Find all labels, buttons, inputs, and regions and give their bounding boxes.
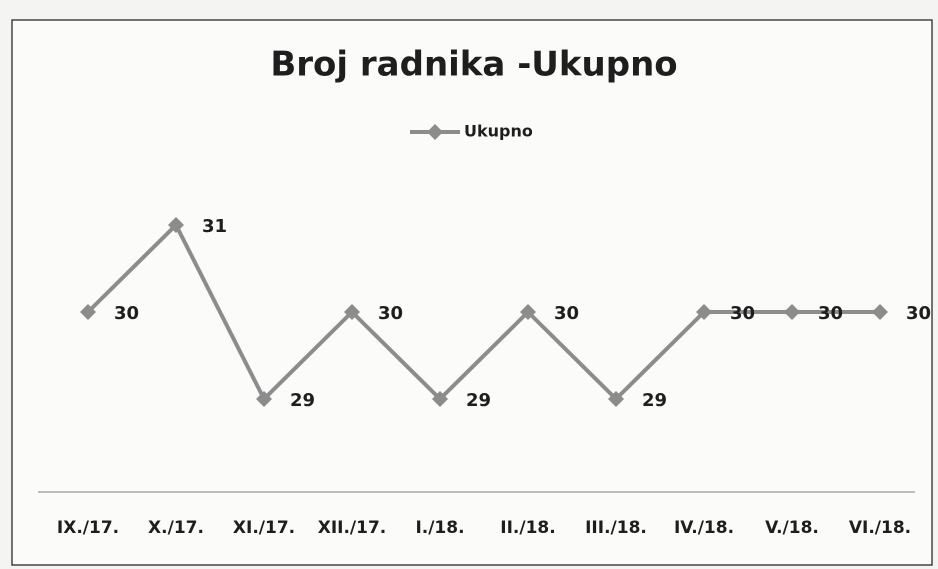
data-label: 29 (642, 390, 667, 411)
x-tick-label: X./17. (148, 518, 204, 538)
data-point (344, 304, 360, 320)
data-label: 30 (818, 303, 843, 324)
legend-marker (427, 124, 443, 140)
x-tick-label: XI./17. (233, 518, 295, 538)
legend-label: Ukupno (464, 122, 533, 141)
chart-frame (11, 19, 933, 566)
data-point (520, 304, 536, 320)
data-line (86, 221, 880, 403)
data-label: 30 (730, 303, 755, 324)
data-label: 29 (466, 390, 491, 411)
x-tick-label: XII./17. (318, 518, 387, 538)
x-tick-label: I./18. (415, 518, 464, 538)
data-label: 29 (290, 390, 315, 411)
data-point (256, 391, 272, 407)
x-tick-label: V./18. (765, 518, 819, 538)
data-label: 31 (202, 216, 227, 237)
data-label: 30 (114, 303, 139, 324)
data-point (872, 304, 888, 320)
x-tick-label: VI./18. (849, 518, 911, 538)
data-label: 30 (378, 303, 403, 324)
data-label: 30 (554, 303, 579, 324)
data-point (80, 304, 96, 320)
data-point (432, 391, 448, 407)
data-point (696, 304, 712, 320)
data-point (608, 391, 624, 407)
data-label: 30 (906, 303, 931, 324)
x-tick-label: II./18. (500, 518, 555, 538)
chart-title: Broj radnika -Ukupno (270, 45, 677, 85)
x-tick-label: IX./17. (57, 518, 119, 538)
data-point (784, 304, 800, 320)
x-tick-label: III./18. (585, 518, 647, 538)
data-point (168, 217, 184, 233)
x-tick-label: IV./18. (674, 518, 734, 538)
